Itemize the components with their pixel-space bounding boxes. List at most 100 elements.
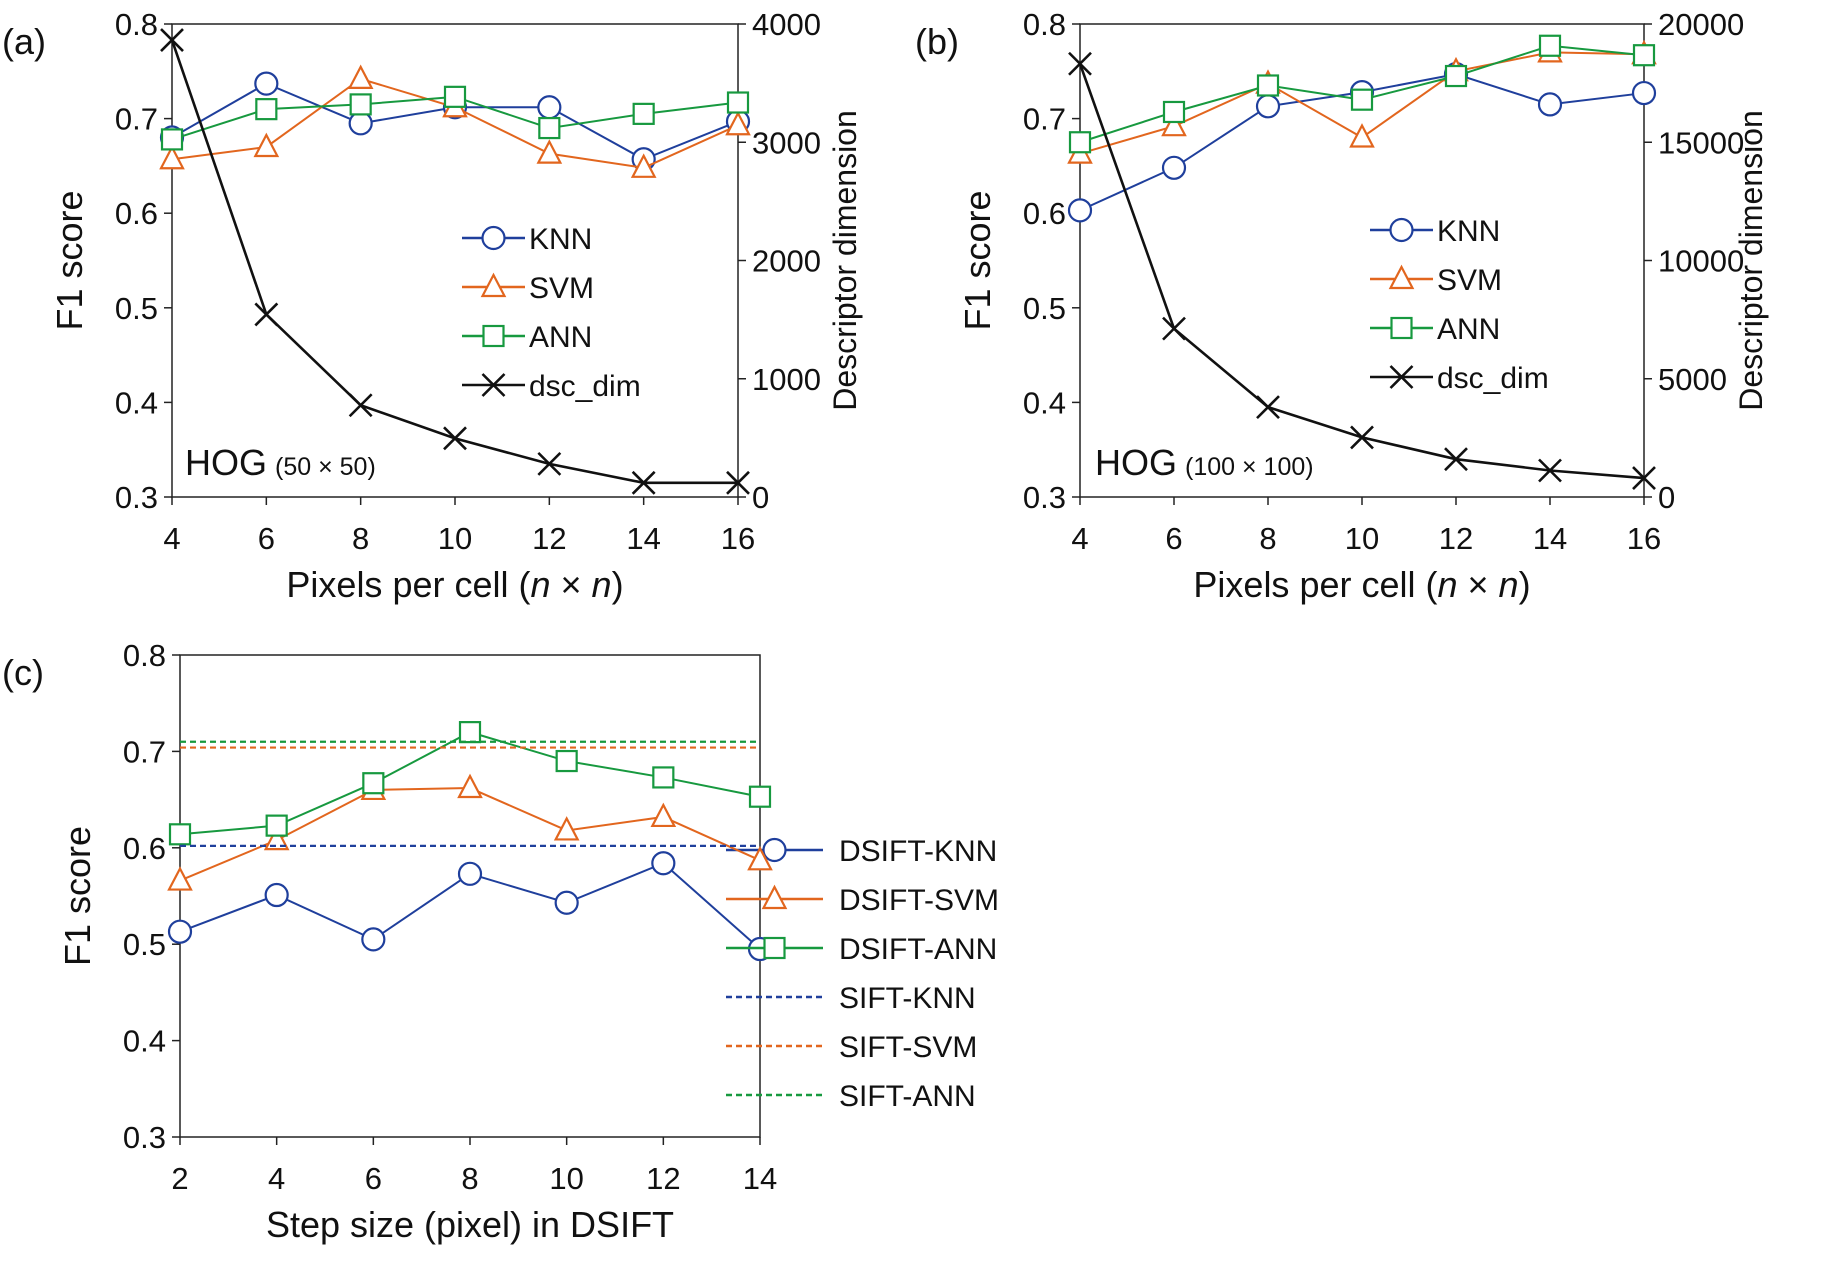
legend-label: DSIFT-SVM (839, 884, 999, 917)
annotation-sub: (50 × 50) (275, 453, 376, 481)
x-tick-label: 6 (258, 521, 275, 556)
data-point (631, 470, 656, 495)
data-point (630, 153, 657, 178)
y-tick-label: 0.4 (115, 385, 158, 420)
x-axis-title-part: ) (612, 564, 624, 605)
x-tick-label: 2 (171, 1161, 188, 1196)
x-tick-label: 10 (549, 1161, 583, 1196)
y-tick-label: 0.5 (1023, 291, 1066, 326)
legend-marker (763, 936, 786, 960)
x-tick-label: 4 (1071, 521, 1088, 556)
series-ann (160, 85, 750, 151)
x-tick-label: 10 (1345, 521, 1379, 556)
legend-item: DSIFT-ANN (726, 933, 997, 966)
y2-tick-label: 4000 (752, 7, 821, 42)
data-point (650, 802, 677, 828)
x-axis-title-part: n (1499, 564, 1519, 605)
legend-marker (1389, 365, 1414, 389)
data-point (348, 111, 373, 136)
x-axis-title-part: Pixels per cell ( (286, 564, 530, 605)
data-point (1068, 131, 1092, 154)
y-tick-label: 0.4 (1023, 385, 1066, 420)
data-point (1350, 425, 1374, 450)
data-point (347, 64, 374, 89)
annotation-main: HOG (1095, 442, 1177, 483)
x-axis-title: Step size (pixel) in DSIFT (266, 1204, 674, 1245)
series-dsift-ann (168, 721, 772, 846)
legend-item: SIFT-KNN (726, 982, 976, 1015)
x-axis-title-part: × (551, 564, 592, 605)
x-axis-title-part: ) (1519, 564, 1531, 605)
data-point (1161, 111, 1187, 137)
x-axis-title: Pixels per cell (n × n) (1193, 564, 1530, 605)
legend-marker (481, 373, 506, 397)
legend-label: KNN (529, 223, 592, 256)
data-point (725, 110, 751, 136)
y2-tick-label: 1000 (752, 362, 821, 397)
data-point (349, 93, 372, 116)
data-point (1067, 198, 1093, 223)
y-tick-label: 0.5 (123, 927, 166, 962)
legend-label: SVM (529, 272, 594, 305)
x-axis-title-part: n (1437, 564, 1457, 605)
legend-item: KNN (1370, 215, 1500, 248)
legend-item: DSIFT-KNN (726, 835, 997, 868)
y-axis-title: F1 score (957, 190, 998, 330)
y-tick-label: 0.8 (1023, 7, 1066, 42)
data-point (1632, 44, 1656, 67)
panel-label: (b) (915, 21, 959, 62)
y-tick-label: 0.6 (1023, 196, 1066, 231)
x-tick-label: 12 (646, 1161, 680, 1196)
x-axis-title-part: n (530, 564, 550, 605)
data-point (458, 721, 482, 744)
data-point (538, 116, 561, 140)
x-tick-label: 14 (1533, 521, 1567, 556)
x-tick-label: 16 (721, 521, 755, 556)
legend-item: dsc_dim (1370, 362, 1549, 395)
data-point (265, 814, 288, 837)
data-point (554, 890, 579, 915)
data-point (1256, 395, 1280, 420)
y-tick-label: 0.6 (115, 196, 158, 231)
data-point (253, 132, 280, 158)
legend-item: KNN (462, 223, 592, 256)
data-point (651, 851, 676, 876)
y-tick-label: 0.7 (1023, 102, 1066, 137)
x-axis-title-part: n (592, 564, 612, 605)
y2-axis-title: Descriptor dimension (1733, 110, 1769, 411)
data-point (1162, 100, 1186, 124)
data-point (168, 823, 192, 846)
data-point (748, 785, 772, 808)
legend-marker (482, 324, 505, 348)
x-tick-label: 6 (1165, 521, 1182, 556)
y2-tick-label: 0 (1658, 480, 1675, 515)
x-axis-title: Pixels per cell (n × n) (286, 564, 623, 605)
legend-item: ANN (462, 321, 592, 354)
legend-item: ANN (1370, 313, 1500, 346)
x-axis-title-part: × (1458, 564, 1499, 605)
data-point (726, 91, 750, 114)
legend-marker (762, 837, 787, 863)
panel-label: (c) (2, 652, 44, 693)
data-point (160, 128, 184, 151)
data-point (160, 28, 184, 53)
x-tick-label: 4 (163, 521, 180, 556)
panel-a: (a) 0.3 0.4 0.5 0.6 0.7 0.8 0 1000 2000 3000 4000 4 6… (2, 7, 863, 605)
panel-c: (c) 0.3 0.4 0.5 0.6 0.7 0.8 2 4 6 8 10 12 14 F1 score S… (2, 638, 999, 1245)
data-point (1538, 34, 1562, 57)
y-tick-label: 0.8 (123, 638, 166, 673)
data-point (555, 749, 578, 773)
y-tick-label: 0.7 (123, 734, 166, 769)
data-point (1256, 74, 1280, 97)
x-axis-title-part: Pixels per cell ( (1193, 564, 1437, 605)
data-point (1161, 155, 1187, 180)
data-point (536, 139, 563, 164)
x-tick-label: 8 (352, 521, 369, 556)
data-point (632, 102, 655, 125)
data-point (255, 98, 278, 121)
data-point (361, 927, 386, 952)
legend-item: DSIFT-SVM (726, 884, 999, 917)
legend-label: KNN (1437, 215, 1500, 248)
x-tick-label: 14 (626, 521, 660, 556)
